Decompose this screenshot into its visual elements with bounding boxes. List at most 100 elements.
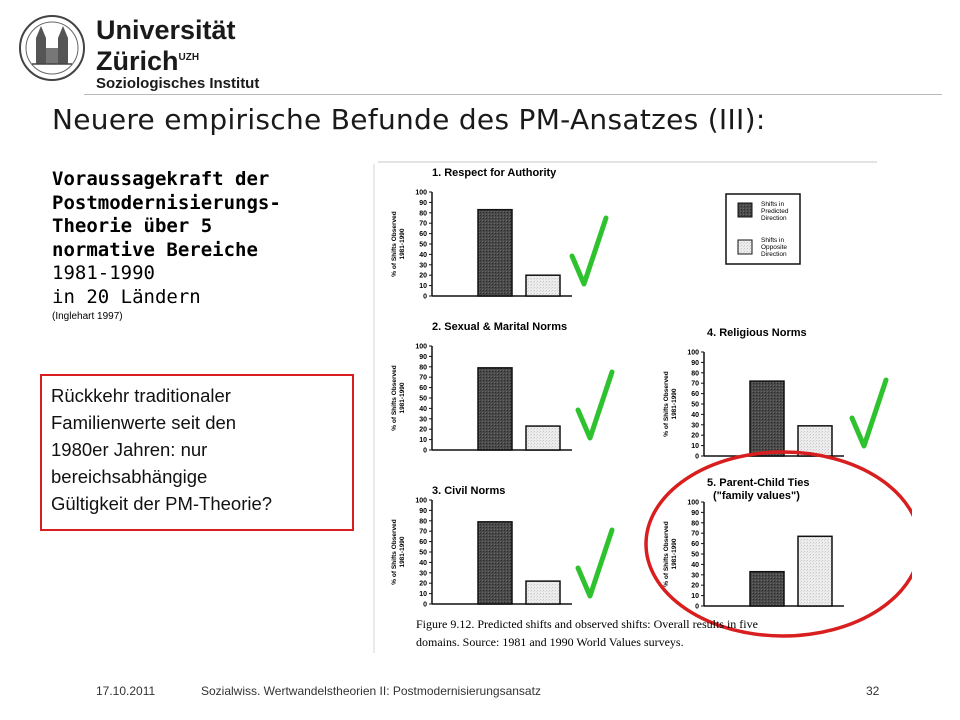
y-tick-label: 100 — [687, 500, 699, 507]
y-tick-label: 70 — [419, 221, 427, 228]
y-tick-label: 20 — [691, 583, 699, 590]
y-tick-label: 0 — [423, 294, 427, 301]
institute-name: Soziologisches Institut — [96, 75, 260, 92]
bar-predicted-direction — [749, 570, 785, 607]
callout-box: Rückkehr traditionaler Familienwerte sei… — [40, 374, 354, 531]
y-tick-label: 10 — [419, 591, 427, 598]
check-mark-icon — [569, 215, 609, 287]
y-tick-label: 70 — [419, 529, 427, 536]
bar-opposite-direction — [525, 580, 561, 605]
y-tick-label: 90 — [419, 200, 427, 207]
chart-panel-2: 2. Sexual & Marital Norms % of Shifts Obs… — [391, 321, 572, 455]
y-tick-label: 20 — [419, 581, 427, 588]
y-tick-label: 50 — [419, 396, 427, 403]
y-tick-label: 30 — [691, 572, 699, 579]
panel-title: 2. Sexual & Marital Norms — [432, 321, 567, 333]
y-axis-label-line-2: 1981-1990 — [671, 388, 678, 419]
highlight-circle — [644, 450, 912, 638]
university-name-line2: Zürich — [96, 46, 179, 76]
callout-line-5: Gültigkeit der PM-Theorie? — [51, 493, 273, 514]
legend-predicted-line-3: Direction — [761, 215, 787, 222]
y-tick-label: 10 — [419, 283, 427, 290]
bar-opposite-direction — [797, 425, 833, 457]
y-axis-label-line-1: % of Shifts Observed — [391, 211, 398, 276]
y-axis-label-line-1: % of Shifts Observed — [391, 519, 398, 584]
y-tick-label: 20 — [419, 273, 427, 280]
chart-panel-5: 5. Parent-Child Ties("family values") % o… — [663, 477, 844, 611]
bar-opposite-direction — [525, 425, 561, 451]
check-mark-icon — [849, 377, 889, 449]
annotations-layer — [569, 215, 912, 638]
y-tick-label: 90 — [691, 360, 699, 367]
y-axis-label-line-2: 1981-1990 — [671, 538, 678, 569]
y-tick-label: 50 — [691, 402, 699, 409]
y-tick-label: 20 — [691, 433, 699, 440]
header-divider — [84, 94, 942, 95]
y-tick-label: 70 — [419, 375, 427, 382]
y-tick-label: 80 — [419, 364, 427, 371]
left-bold-line-3: Theorie über 5 — [52, 215, 213, 237]
left-bold-line-1: Voraussagekraft der — [52, 168, 270, 190]
y-tick-label: 100 — [415, 344, 427, 351]
legend-opposite-line-1: Shifts in — [761, 237, 785, 244]
y-tick-label: 70 — [691, 381, 699, 388]
callout-line-3: 1980er Jahren: nur — [51, 439, 208, 460]
y-tick-label: 40 — [419, 252, 427, 259]
y-axis-label-line-2: 1981-1990 — [399, 228, 406, 259]
chart-panel-4: 3. Civil Norms % of Shifts Observed 1981-1… — [391, 485, 572, 609]
panel-subtitle: ("family values") — [713, 490, 800, 502]
y-tick-label: 40 — [419, 406, 427, 413]
bar-predicted-direction — [477, 521, 513, 605]
slide-title: Neuere empirische Befunde des PM-Ansatze… — [52, 103, 766, 136]
panel-title: 3. Civil Norms — [432, 485, 505, 497]
y-axis-label-line-1: % of Shifts Observed — [663, 521, 670, 586]
y-tick-label: 60 — [419, 539, 427, 546]
panel-title: 1. Respect for Authority — [432, 167, 557, 179]
y-tick-label: 0 — [423, 602, 427, 609]
callout-line-2: Familienwerte seit den — [51, 412, 237, 433]
left-plain-line-2: in 20 Ländern — [52, 285, 201, 308]
footer-date: 17.10.2011 — [96, 684, 156, 698]
uzh-mark: UZH — [178, 52, 200, 63]
check-mark-icon — [575, 369, 615, 441]
y-tick-label: 50 — [691, 552, 699, 559]
left-text-column: Voraussagekraft der Postmodernisierungs-… — [52, 168, 362, 325]
y-tick-label: 60 — [419, 385, 427, 392]
bar-predicted-direction — [477, 367, 513, 451]
y-tick-label: 70 — [691, 531, 699, 538]
y-axis-label-line-2: 1981-1990 — [399, 536, 406, 567]
university-seal-logo — [19, 15, 85, 81]
legend-opposite-line-3: Direction — [761, 251, 787, 258]
y-tick-label: 40 — [691, 412, 699, 419]
y-tick-label: 100 — [415, 498, 427, 505]
bar-opposite-direction — [797, 535, 833, 607]
y-tick-label: 80 — [419, 210, 427, 217]
figure-legend: Shifts in Predicted Direction Shifts in … — [725, 193, 801, 265]
chart-panel-1: 1. Respect for Authority % of Shifts Obse… — [391, 167, 572, 301]
y-axis-label-line-2: 1981-1990 — [399, 382, 406, 413]
citation: (Inglehart 1997) — [52, 311, 123, 322]
y-tick-label: 10 — [419, 437, 427, 444]
scanned-figure: Shifts in Predicted Direction Shifts in … — [373, 161, 912, 653]
callout-line-4: bereichsabhängige — [51, 466, 208, 487]
legend-predicted-line-1: Shifts in — [761, 201, 785, 208]
panel-title: 5. Parent-Child Ties — [707, 477, 810, 489]
left-plain-line-1: 1981-1990 — [52, 262, 155, 284]
bar-predicted-direction — [749, 380, 785, 457]
y-tick-label: 0 — [695, 604, 699, 611]
y-tick-label: 80 — [691, 370, 699, 377]
y-tick-label: 40 — [419, 560, 427, 567]
y-tick-label: 10 — [691, 443, 699, 450]
y-tick-label: 60 — [419, 231, 427, 238]
y-axis-label-line-1: % of Shifts Observed — [391, 365, 398, 430]
legend-predicted-line-2: Predicted — [761, 208, 789, 215]
footer-page-number: 32 — [866, 684, 880, 698]
legend-opposite-line-2: Opposite — [761, 244, 787, 251]
check-mark-icon — [575, 527, 615, 599]
figure-caption-line-1: Figure 9.12. Predicted shifts and observ… — [416, 617, 758, 631]
left-bold-line-2: Postmodernisierungs- — [52, 191, 281, 214]
y-tick-label: 30 — [419, 416, 427, 423]
y-tick-label: 20 — [419, 427, 427, 434]
y-axis-label-line-1: % of Shifts Observed — [663, 371, 670, 436]
panels-layer: 1. Respect for Authority % of Shifts Obse… — [391, 167, 844, 611]
